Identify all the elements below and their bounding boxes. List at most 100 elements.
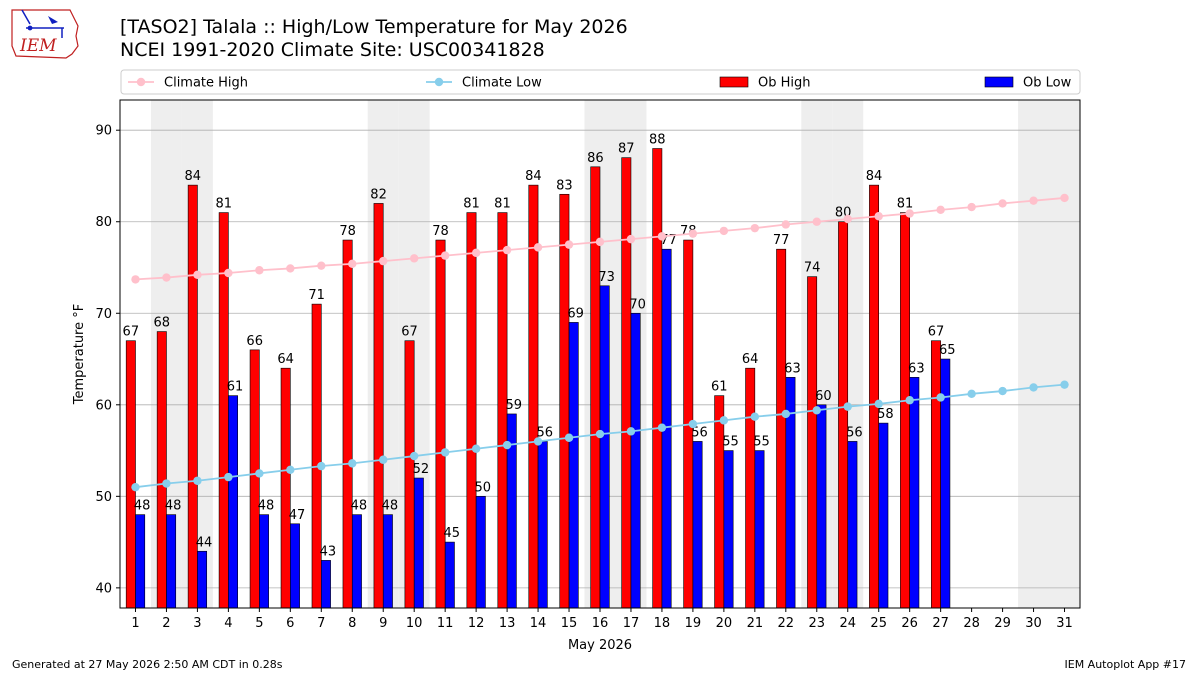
ob-low-bar-day-9 (382, 514, 393, 609)
ob-high-label-day-13: 81 (494, 197, 511, 212)
ob-high-bar-day-18 (652, 148, 663, 609)
x-axis-label: May 2026 (568, 638, 632, 653)
logo-text: IEM (19, 36, 57, 56)
climate-high-point-day-22 (781, 220, 791, 229)
climate-high-point-day-6 (286, 264, 295, 273)
ytick-label-50: 50 (95, 490, 112, 505)
ob-high-label-day-23: 74 (804, 261, 821, 276)
ob-high-label-day-10: 67 (401, 325, 418, 340)
xtick-label-8: 8 (348, 616, 356, 631)
ob-low-bar-day-4 (228, 395, 238, 609)
xtick-label-23: 23 (809, 616, 826, 631)
ob-low-label-day-23: 60 (815, 389, 832, 404)
ob-low-label-day-6: 47 (289, 508, 306, 523)
climate-low-point-day-12 (471, 444, 481, 453)
ob-high-label-day-14: 84 (525, 169, 542, 184)
ob-low-bar-day-3 (197, 550, 208, 609)
ob-low-bar-day-20 (723, 450, 734, 609)
xtick-label-29: 29 (994, 616, 1011, 631)
xtick-label-1: 1 (131, 616, 139, 631)
climate-low-point-day-25 (874, 399, 883, 409)
ob-high-bar-day-5 (249, 349, 260, 609)
ob-high-bar-day-23 (807, 276, 818, 609)
ob-high-bar-day-11 (435, 239, 446, 609)
ob-high-bar-day-21 (745, 367, 756, 609)
ob-low-bar-day-23 (816, 404, 827, 609)
climate-low-point-day-30 (1029, 383, 1038, 392)
ob-high-label-day-17: 87 (618, 142, 635, 157)
climate-high-point-day-9 (379, 256, 388, 266)
climate-low-point-day-21 (750, 412, 760, 421)
ob-low-bar-day-1 (135, 514, 146, 609)
ob-high-label-day-12: 81 (463, 197, 480, 212)
ob-high-bar-day-20 (714, 395, 725, 609)
ob-high-label-day-21: 64 (742, 352, 759, 367)
climate-high-point-day-5 (255, 266, 264, 275)
climate-low-point-day-14 (533, 437, 543, 446)
ob-low-label-day-24: 56 (846, 425, 863, 440)
climate-low-point-day-22 (781, 409, 791, 419)
ob-low-label-day-11: 45 (444, 526, 461, 541)
legend-ob-high-label: Ob High (758, 76, 811, 91)
climate-low-point-day-9 (379, 455, 388, 464)
climate-high-point-day-19 (688, 229, 698, 238)
ob-low-label-day-17: 70 (629, 297, 646, 312)
ob-high-label-day-3: 84 (184, 169, 201, 184)
ytick-label-90: 90 (95, 124, 112, 139)
ob-high-label-day-9: 82 (370, 187, 387, 202)
ob-low-bar-day-2 (166, 514, 177, 609)
ob-high-label-day-18: 88 (649, 133, 666, 148)
ob-low-bar-day-11 (444, 541, 455, 609)
ob-high-bar-day-16 (590, 166, 601, 609)
xtick-label-14: 14 (530, 616, 547, 631)
ob-low-label-day-10: 52 (413, 462, 430, 477)
ob-high-bar-day-26 (900, 212, 910, 609)
xtick-label-11: 11 (437, 616, 454, 631)
climate-low-point-day-23 (812, 406, 821, 415)
ob-low-label-day-19: 56 (691, 425, 708, 440)
xtick-label-27: 27 (932, 616, 949, 631)
ob-low-label-day-14: 56 (536, 425, 553, 440)
climate-low-point-day-5 (255, 469, 264, 478)
ob-high-bar-day-17 (621, 157, 632, 609)
ob-low-label-day-21: 55 (753, 435, 770, 450)
legend-climate-low-label: Climate Low (462, 76, 542, 91)
weekend-band-day-30 (1018, 100, 1050, 608)
weekend-band-day-31 (1049, 100, 1080, 608)
ob-low-label-day-4: 61 (227, 380, 244, 395)
xtick-label-3: 3 (193, 616, 201, 631)
climate-high-point-day-25 (874, 212, 883, 221)
climate-high-point-day-13 (502, 245, 512, 255)
legend-box (120, 69, 1081, 95)
y-axis-label: Temperature °F (72, 304, 87, 405)
ob-high-bar-day-27 (931, 340, 941, 609)
legend-climate-high-label: Climate High (164, 76, 248, 91)
ob-high-label-day-4: 81 (215, 197, 232, 212)
ob-low-label-day-20: 55 (722, 435, 739, 450)
ob-low-bar-day-25 (878, 422, 889, 609)
climate-low-point-day-2 (162, 479, 171, 488)
ob-high-label-day-7: 71 (308, 288, 325, 303)
climate-high-point-day-18 (657, 232, 667, 241)
climate-high-point-day-1 (131, 275, 140, 284)
ob-high-bar-day-1 (125, 340, 136, 609)
xtick-label-17: 17 (623, 616, 640, 631)
ob-low-label-day-3: 44 (196, 535, 213, 550)
climate-high-point-day-20 (719, 226, 729, 236)
climate-low-point-day-8 (348, 459, 357, 468)
climate-low-point-day-1 (131, 482, 140, 492)
ob-high-bar-day-24 (838, 221, 849, 609)
climate-low-point-day-17 (626, 427, 636, 436)
ob-high-label-day-26: 81 (897, 197, 914, 212)
ob-high-label-day-15: 83 (556, 178, 573, 193)
ob-low-bar-day-14 (537, 441, 548, 609)
ob-low-bar-day-21 (754, 450, 765, 609)
xtick-label-9: 9 (379, 616, 387, 631)
legend-ob-low-swatch (984, 76, 1014, 88)
xtick-label-30: 30 (1025, 616, 1042, 631)
legend-climate-high-marker (136, 77, 146, 87)
ob-low-label-day-15: 69 (567, 306, 584, 321)
climate-low-point-day-28 (967, 389, 976, 399)
ob-high-label-day-6: 64 (277, 352, 294, 367)
